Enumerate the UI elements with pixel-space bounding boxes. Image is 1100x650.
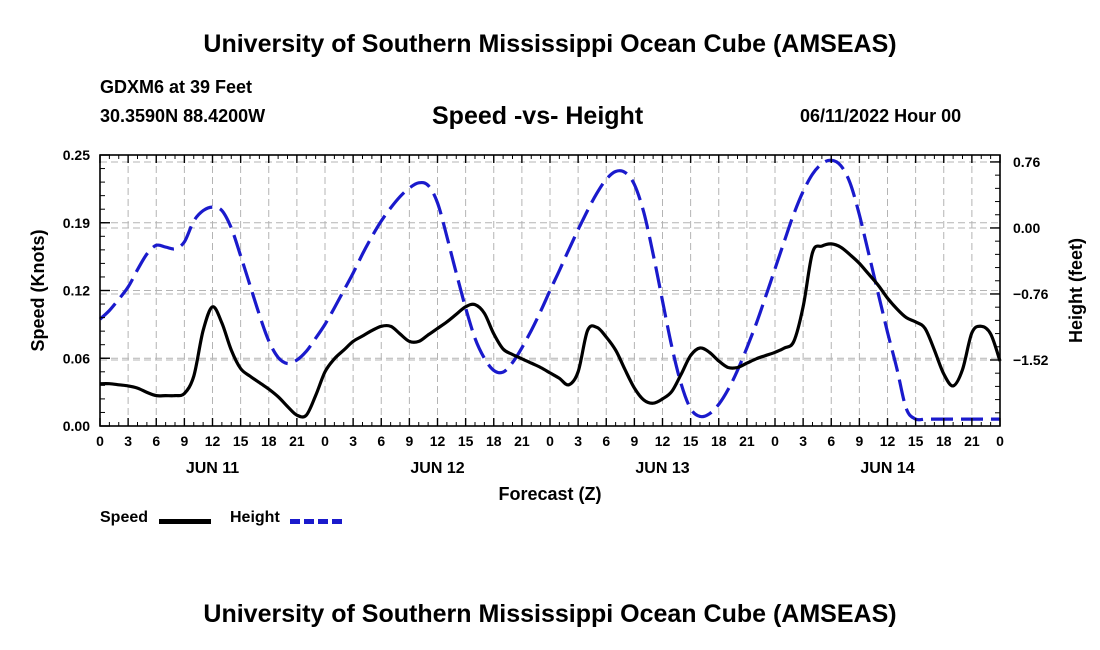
x-tick-label: 0 (321, 433, 329, 449)
legend-height-label: Height (230, 509, 280, 526)
footer-title: University of Southern Mississippi Ocean… (203, 600, 897, 628)
x-tick-label: 18 (486, 433, 502, 449)
x-tick-label: 6 (827, 433, 835, 449)
x-tick-label: 18 (936, 433, 952, 449)
y-axis-title: Speed (Knots) (28, 229, 48, 351)
page-title: University of Southern Mississippi Ocean… (203, 30, 897, 58)
x-tick-label: 18 (711, 433, 727, 449)
grid-lines (100, 155, 1000, 426)
x-tick-label: 18 (261, 433, 277, 449)
x-tick-label: 3 (124, 433, 132, 449)
x-tick-label: 15 (458, 433, 474, 449)
axis-labels: 0 3 6 9 12 15 18 21 0 3 6 9 12 15 18 21 0 3 6 9 12 15 18 21 0 3 6 9… (28, 147, 1086, 504)
x-tick-label: 6 (602, 433, 610, 449)
day-label: JUN 11 (186, 460, 239, 477)
x-tick-label: 0 (996, 433, 1004, 449)
x-tick-label: 15 (908, 433, 924, 449)
y-tick-label: 0.00 (63, 418, 90, 434)
x-tick-label: 6 (377, 433, 385, 449)
legend-speed-swatch (159, 519, 211, 524)
y2-tick-label: 0.76 (1013, 154, 1040, 170)
x-tick-label: 21 (739, 433, 755, 449)
x-tick-label: 15 (233, 433, 249, 449)
x-tick-label: 9 (630, 433, 638, 449)
chart-subtitle: Speed -vs- Height (432, 102, 644, 130)
x-tick-label: 9 (405, 433, 413, 449)
x-tick-label: 0 (96, 433, 104, 449)
day-label: JUN 13 (635, 460, 689, 477)
x-tick-label: 15 (683, 433, 699, 449)
station-label: GDXM6 at 39 Feet (100, 77, 253, 97)
y2-tick-label: −0.76 (1013, 286, 1049, 302)
x-axis-title: Forecast (Z) (498, 484, 601, 504)
day-label: JUN 14 (860, 460, 914, 477)
x-tick-label: 12 (655, 433, 671, 449)
x-tick-label: 12 (205, 433, 221, 449)
y-tick-label: 0.25 (63, 147, 90, 163)
x-tick-label: 21 (289, 433, 305, 449)
x-tick-label: 9 (855, 433, 863, 449)
y-tick-label: 0.06 (63, 350, 90, 366)
legend-height-swatch (290, 519, 342, 524)
x-tick-label: 3 (349, 433, 357, 449)
legend-speed-label: Speed (100, 509, 149, 526)
x-tick-label: 12 (430, 433, 446, 449)
x-tick-label: 3 (574, 433, 582, 449)
y2-axis-title: Height (feet) (1066, 238, 1086, 343)
x-tick-label: 12 (880, 433, 896, 449)
x-tick-label: 6 (152, 433, 160, 449)
x-tick-label: 21 (514, 433, 530, 449)
x-tick-label: 9 (180, 433, 188, 449)
forecast-datetime: 06/11/2022 Hour 00 (800, 106, 962, 126)
series-line-speed (99, 242, 1002, 419)
coordinates-label: 30.3590N 88.4200W (100, 106, 266, 126)
day-label: JUN 12 (410, 460, 464, 477)
y2-tick-label: 0.00 (1013, 220, 1040, 236)
x-tick-label: 0 (771, 433, 779, 449)
x-tick-label: 0 (546, 433, 554, 449)
axis-ticks (99, 154, 1001, 427)
x-tick-label: 21 (964, 433, 980, 449)
y2-tick-label: −1.52 (1013, 352, 1049, 368)
y-tick-label: 0.12 (63, 283, 90, 299)
y-tick-label: 0.19 (63, 215, 90, 231)
series-line-height (98, 158, 1000, 422)
x-tick-label: 3 (799, 433, 807, 449)
